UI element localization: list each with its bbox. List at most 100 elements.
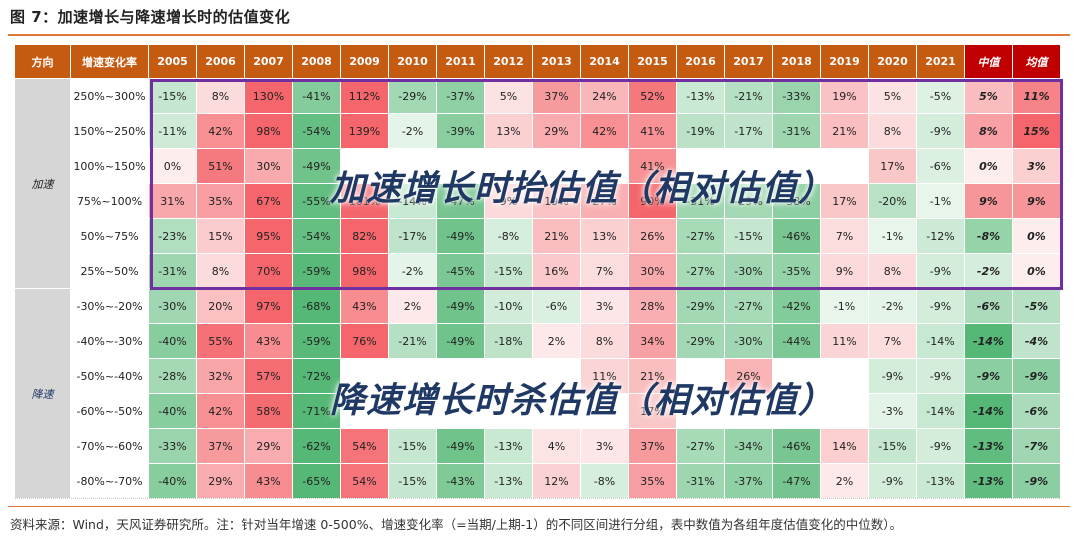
value-cell: -31% (676, 463, 725, 499)
value-cell: 7% (580, 253, 629, 289)
value-cell: -1% (868, 218, 917, 254)
value-cell (484, 393, 533, 429)
range-label: 100%~150% (70, 148, 149, 184)
value-cell: -47% (772, 463, 821, 499)
value-cell: -39% (436, 113, 485, 149)
header-year: 2021 (916, 44, 965, 79)
value-cell: 37% (196, 428, 245, 464)
header-year: 2005 (148, 44, 197, 79)
value-cell: 11% (820, 323, 869, 359)
value-cell (580, 148, 629, 184)
value-cell: -8% (580, 463, 629, 499)
table-row: -80%~-70% -40% 29% 43% -65% 54% -15% -43% -13% 12… (15, 463, 1061, 499)
table-row: 50%~75% -23% 15% 95% -54% 82% -17% -49% -8% 21% 13… (15, 218, 1061, 254)
value-cell: -17% (724, 113, 773, 149)
value-cell: 41% (628, 148, 677, 184)
header-year: 2007 (244, 44, 293, 79)
value-cell: -15% (388, 428, 437, 464)
mean-cell: -6% (1012, 393, 1061, 429)
range-label: -50%~-40% (70, 358, 149, 394)
value-cell: 15% (196, 218, 245, 254)
table-row: 25%~50% -31% 8% 70% -59% 98% -2% -45% -15% 16% 7% 3… (15, 253, 1061, 289)
value-cell: -13% (484, 463, 533, 499)
value-cell: -1% (916, 183, 965, 219)
value-cell: 9% (484, 183, 533, 219)
value-cell: 97% (244, 288, 293, 324)
value-cell: 51% (196, 148, 245, 184)
median-cell: -8% (964, 218, 1013, 254)
value-cell: 42% (196, 393, 245, 429)
direction-decel-label: 降速 (14, 288, 71, 499)
median-cell: -9% (964, 358, 1013, 394)
value-cell: -68% (292, 288, 341, 324)
value-cell: 28% (628, 288, 677, 324)
value-cell: 55% (196, 323, 245, 359)
value-cell: -71% (292, 393, 341, 429)
value-cell: -29% (676, 323, 725, 359)
value-cell: 30% (244, 148, 293, 184)
figure-title: 图 7：加速增长与降速增长时的估值变化 (10, 8, 291, 26)
value-cell: 21% (628, 358, 677, 394)
mean-cell: -4% (1012, 323, 1061, 359)
value-cell: 57% (244, 358, 293, 394)
value-cell: 76% (340, 323, 389, 359)
value-cell: -55% (292, 183, 341, 219)
mean-cell: 15% (1012, 113, 1061, 149)
value-cell: -13% (916, 463, 965, 499)
value-cell: -20% (868, 183, 917, 219)
value-cell: 41% (628, 113, 677, 149)
value-cell: 3% (580, 288, 629, 324)
value-cell (340, 148, 389, 184)
header-median: 中值 (964, 44, 1013, 79)
value-cell (820, 393, 869, 429)
header-year: 2009 (340, 44, 389, 79)
value-cell: -15% (388, 463, 437, 499)
deceleration-annotation: 降速增长时杀估值（相对估值） (330, 381, 835, 421)
value-cell: -21% (724, 78, 773, 114)
value-cell: 7% (820, 218, 869, 254)
value-cell: -12% (916, 218, 965, 254)
value-cell: 58% (244, 393, 293, 429)
source-note: 资料来源：Wind，天风证券研究所。注：针对当年增速 0-500%、增速变化率（… (10, 517, 902, 532)
value-cell: -31% (772, 113, 821, 149)
value-cell: 29% (532, 113, 581, 149)
value-cell: 16% (532, 253, 581, 289)
median-cell: -14% (964, 323, 1013, 359)
value-cell: -2% (388, 113, 437, 149)
value-cell: 42% (580, 113, 629, 149)
value-cell: -2% (388, 253, 437, 289)
value-cell: -47% (436, 183, 485, 219)
table-row: 75%~100% 31% 35% 67% -55% 101% -14% -47% 9% 19% 27… (15, 183, 1061, 219)
value-cell: 3% (580, 428, 629, 464)
value-cell: -23% (148, 218, 197, 254)
value-cell: -29% (388, 78, 437, 114)
value-cell: -18% (484, 323, 533, 359)
range-label: 250%~300% (70, 78, 149, 114)
value-cell: -62% (292, 428, 341, 464)
mean-cell: 11% (1012, 78, 1061, 114)
value-cell: 37% (628, 428, 677, 464)
value-cell: 67% (244, 183, 293, 219)
value-cell: -45% (436, 253, 485, 289)
value-cell: 21% (820, 113, 869, 149)
header-year: 2015 (628, 44, 677, 79)
value-cell: -49% (292, 148, 341, 184)
acceleration-annotation: 加速增长时抬估值（相对估值） (330, 169, 835, 209)
value-cell: 112% (340, 78, 389, 114)
value-cell: 0% (148, 148, 197, 184)
header-year: 2006 (196, 44, 245, 79)
range-label: 150%~250% (70, 113, 149, 149)
value-cell: -29% (724, 183, 773, 219)
value-cell: -31% (148, 253, 197, 289)
value-cell: 27% (580, 183, 629, 219)
value-cell: -27% (676, 253, 725, 289)
value-cell: 8% (868, 253, 917, 289)
value-cell (724, 148, 773, 184)
value-cell: 5% (484, 78, 533, 114)
range-label: 25%~50% (70, 253, 149, 289)
value-cell: -6% (916, 148, 965, 184)
value-cell: 26% (724, 358, 773, 394)
range-label: -70%~-60% (70, 428, 149, 464)
value-cell: 32% (196, 358, 245, 394)
value-cell: 8% (580, 323, 629, 359)
